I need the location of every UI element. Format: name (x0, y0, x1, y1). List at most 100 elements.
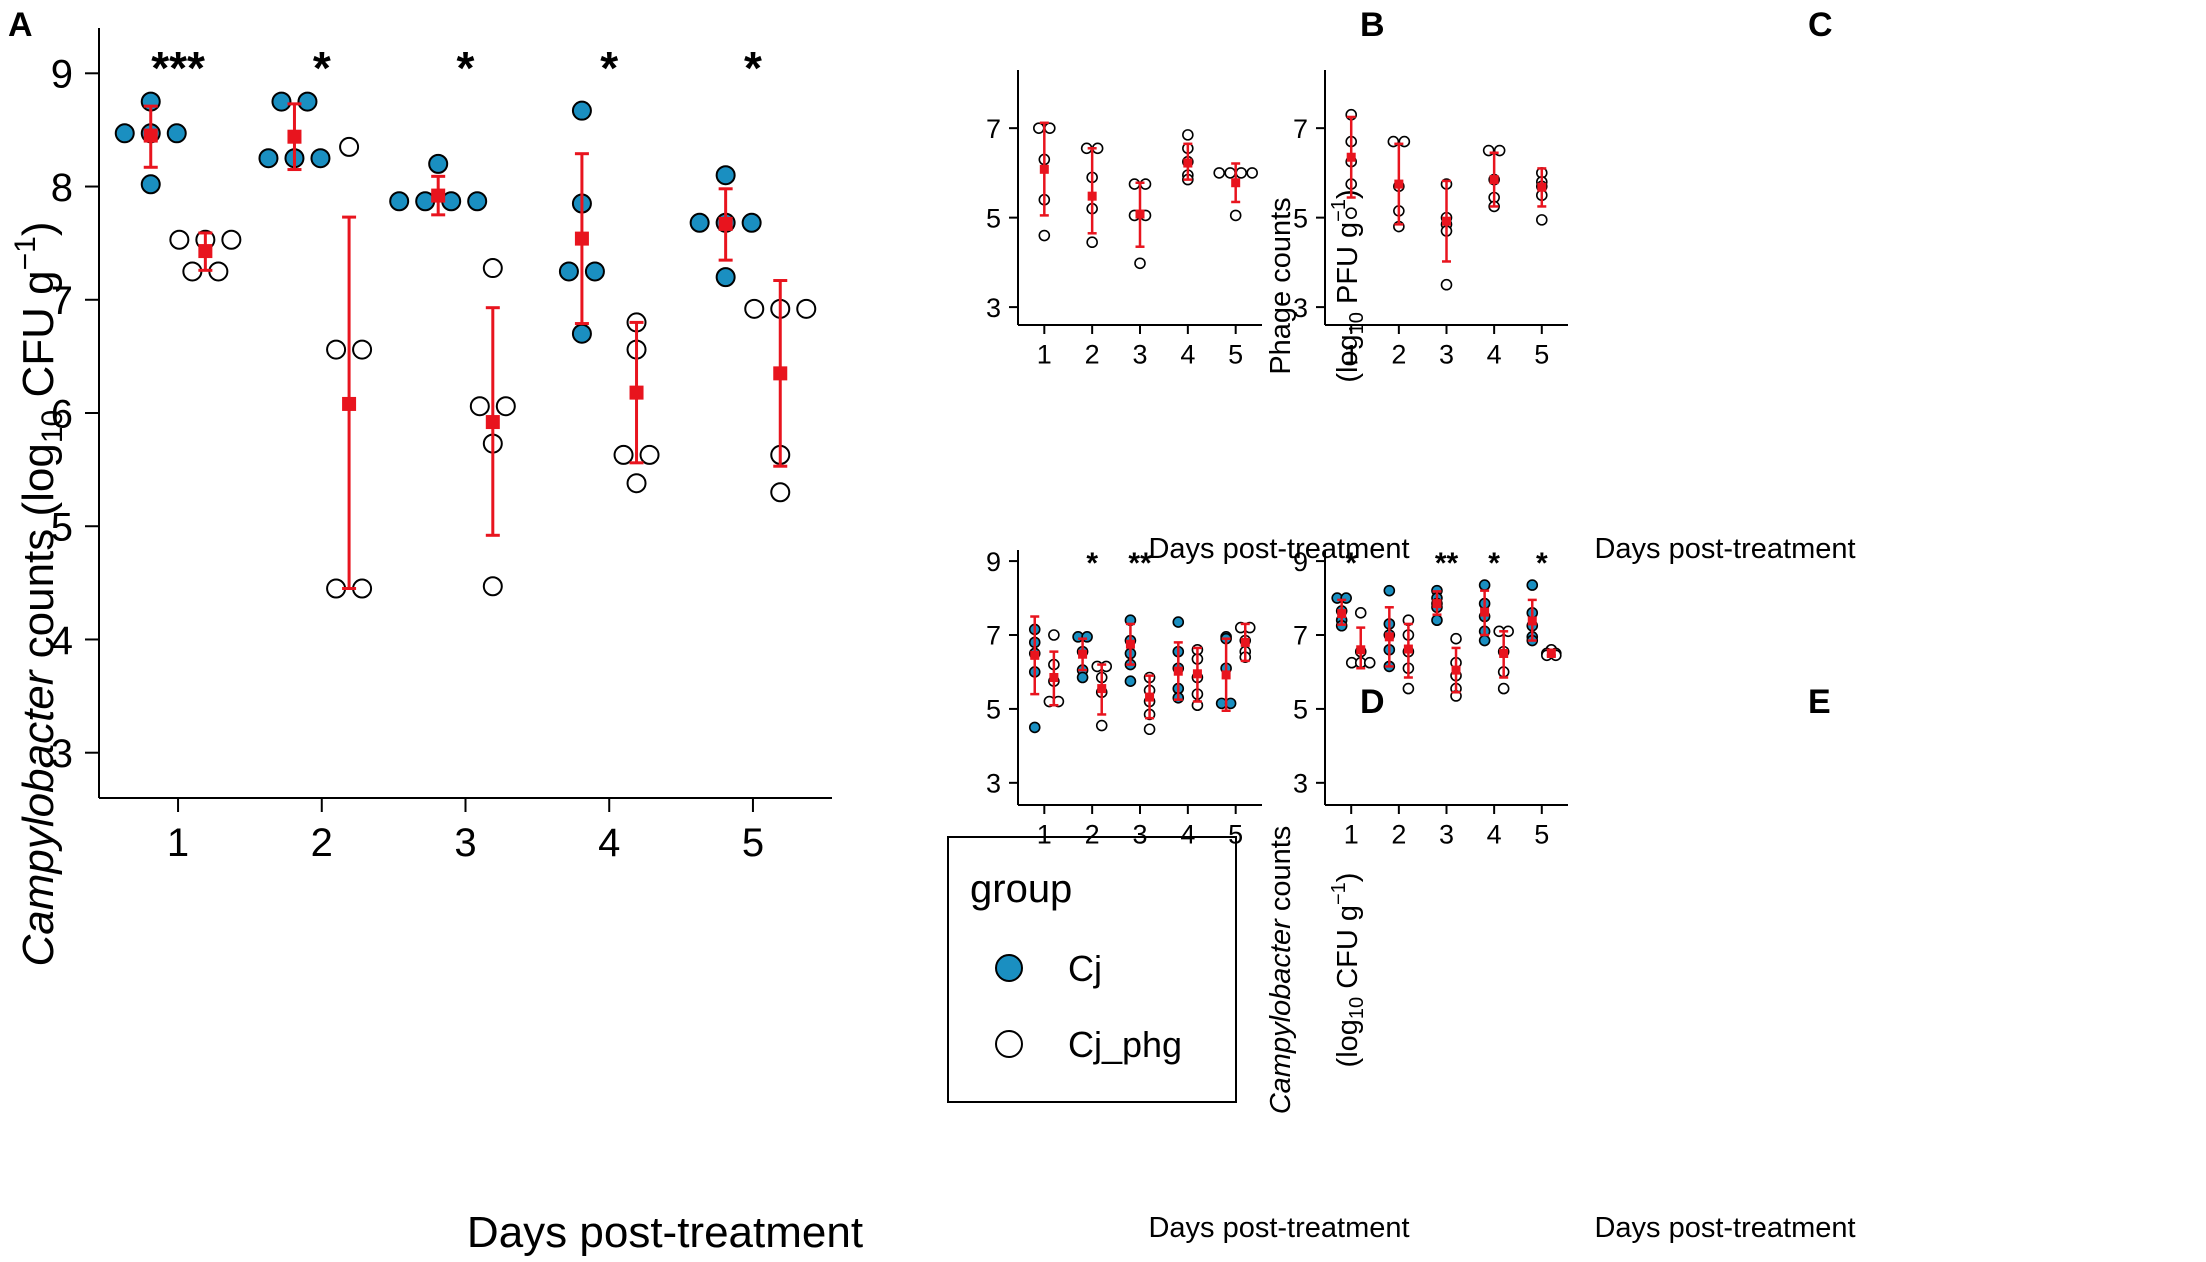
panel-e-mean-marker-cj-phg (1546, 648, 1556, 658)
panel-e-mean-marker-cj-phg (1356, 645, 1366, 655)
panel-a-point-cj (271, 91, 292, 112)
panel-d-point-cj (1124, 675, 1137, 687)
panel-e-point-cj (1383, 584, 1396, 597)
panel-b-point-phage (1229, 209, 1242, 222)
panel-d-y-title-line1: Campylobacter counts (1265, 826, 1297, 1115)
panel-b-plot: 3 5 7 1 2 3 4 5 (986, 70, 1262, 370)
panel-a-point-cj-phg (326, 339, 347, 360)
panel-c-mean-marker-phage (1394, 179, 1404, 189)
panel-b-point-phage (1033, 122, 1045, 134)
panel-d-significance-label: ** (1128, 547, 1152, 580)
panel-a-point-cj (467, 191, 488, 212)
panel-c-point-phage (1535, 214, 1548, 226)
panel-b-x-tick-label: 5 (1228, 340, 1243, 370)
panel-b-x-tick-label: 1 (1037, 340, 1052, 370)
panel-a-mean-marker-cj-phg (342, 396, 357, 411)
panel-c-point-phage (1345, 207, 1358, 219)
panel-e-mean-marker-cj-phg (1451, 665, 1461, 675)
panel-e-point-cj (1478, 634, 1491, 647)
panel-c-y-tick-label: 5 (1293, 203, 1308, 233)
panel-a-point-cj-phg (482, 576, 503, 597)
panel-e-x-tick-label: 4 (1487, 820, 1502, 850)
panel-b-point-phage (1246, 167, 1258, 179)
panel-e-mean-marker-cj (1384, 632, 1394, 642)
panel-d-y-tick-label: 5 (986, 695, 1001, 725)
panel-c-point-phage (1440, 278, 1453, 291)
panel-d-y-title-line2: (log10 CFU g−1) (1328, 873, 1368, 1068)
panel-a-y-tick-label: 7 (51, 279, 73, 323)
panel-a-point-cj-phg (352, 339, 373, 360)
panel-d-y-tick-label: 7 (986, 621, 1001, 651)
panel-e-significance-label: * (1488, 547, 1500, 580)
legend-marker-cj-phg (995, 1030, 1023, 1058)
panel-a-point-cj (166, 123, 187, 144)
panel-a-point-cj (571, 323, 592, 344)
legend-title: group (970, 867, 1072, 911)
panel-b-point-phage (1134, 257, 1146, 270)
panel-b-y-title-line1: Phage counts (1265, 197, 1297, 374)
panel-c-mean-marker-phage (1442, 216, 1451, 226)
panel-a-point-cj (741, 212, 762, 233)
panel-d-y-tick-label: 3 (986, 769, 1001, 799)
panel-letter-d: D (1360, 683, 1385, 721)
panel-d-significance-label: * (1086, 547, 1098, 580)
panel-a-point-cj (558, 261, 579, 282)
panel-a-x-tick-label: 4 (598, 821, 620, 865)
panel-e-point-cj-phg (1363, 656, 1376, 669)
panel-e-point-cj-phg (1354, 607, 1367, 619)
panel-d-point-cj (1172, 616, 1185, 628)
panel-a-point-cj (310, 148, 331, 169)
panel-a-y-title: Campylobacter counts (log10 CFU g−1) (9, 222, 69, 967)
panel-a-mean-marker-cj (143, 128, 158, 143)
panel-d-mean-marker-cj-phg (1240, 637, 1250, 647)
panel-c-x-tick-label: 5 (1534, 340, 1549, 370)
panel-d-point-cj (1076, 671, 1089, 684)
panel-a-y-tick-label: 9 (51, 53, 73, 97)
panel-b-point-phage (1086, 236, 1098, 249)
panel-a-point-cj (715, 267, 736, 288)
panel-letter-e: E (1808, 683, 1831, 721)
panel-a-point-cj-phg (169, 229, 190, 250)
panel-e-point-cj-phg (1450, 632, 1462, 645)
panel-d-mean-marker-cj (1030, 650, 1040, 660)
panel-a-y-tick-label: 4 (51, 619, 73, 663)
panel-letter-a: A (8, 6, 33, 44)
panel-a-point-cj-phg (482, 258, 503, 279)
panel-c-y-tick-label: 7 (1293, 114, 1308, 144)
legend-label-cj-phg: Cj_phg (1068, 1024, 1182, 1065)
panel-a-significance-label: * (313, 42, 331, 94)
panel-b-x-tick-label: 3 (1132, 340, 1147, 370)
panel-b-mean-marker-phage (1087, 191, 1097, 201)
legend-marker-cj (995, 954, 1023, 982)
panel-a-point-cj (389, 191, 410, 212)
panel-e-mean-marker-cj (1432, 599, 1442, 609)
panel-e-y-tick-label: 7 (1293, 621, 1308, 651)
panel-e-x-tick-label: 5 (1534, 820, 1549, 850)
panel-a-mean-marker-cj-phg (485, 415, 500, 430)
panel-d-mean-marker-cj-phg (1049, 673, 1059, 682)
panel-b-point-phage (1128, 178, 1141, 190)
panel-d-mean-marker-cj (1078, 649, 1088, 659)
panel-d-point-cj (1028, 721, 1041, 734)
panel-b-y-title-line2: (log10 PFU g−1) (1328, 189, 1368, 382)
panel-a-point-cj-phg (626, 473, 647, 494)
panel-e-y-tick-label: 9 (1293, 547, 1308, 577)
panel-e-significance-label: * (1536, 547, 1548, 580)
panel-e-y-tick-label: 5 (1293, 695, 1308, 725)
panel-e-mean-marker-cj-phg (1403, 644, 1413, 654)
panel-a-significance-label: * (457, 42, 475, 94)
panel-a-point-cj (258, 148, 279, 169)
panel-a-significance-label: * (600, 42, 618, 94)
panel-b-mean-marker-phage (1135, 209, 1145, 219)
panel-a-significance-label: *** (151, 42, 205, 94)
panel-a-point-cj (140, 174, 161, 195)
panel-d-x-tick-label: 3 (1132, 820, 1147, 850)
panel-c-plot: 3 5 7 1 2 3 4 5 (1293, 70, 1568, 370)
panel-b-y-tick-label: 3 (986, 293, 1001, 323)
panel-d-x-tick-label: 5 (1228, 820, 1243, 850)
panel-a-point-cj (584, 261, 605, 282)
panel-a-point-cj-phg (495, 396, 516, 417)
panel-c-point-phage (1482, 144, 1495, 157)
panel-c-point-phage (1398, 135, 1411, 148)
panel-c-x-tick-label: 3 (1439, 340, 1454, 370)
